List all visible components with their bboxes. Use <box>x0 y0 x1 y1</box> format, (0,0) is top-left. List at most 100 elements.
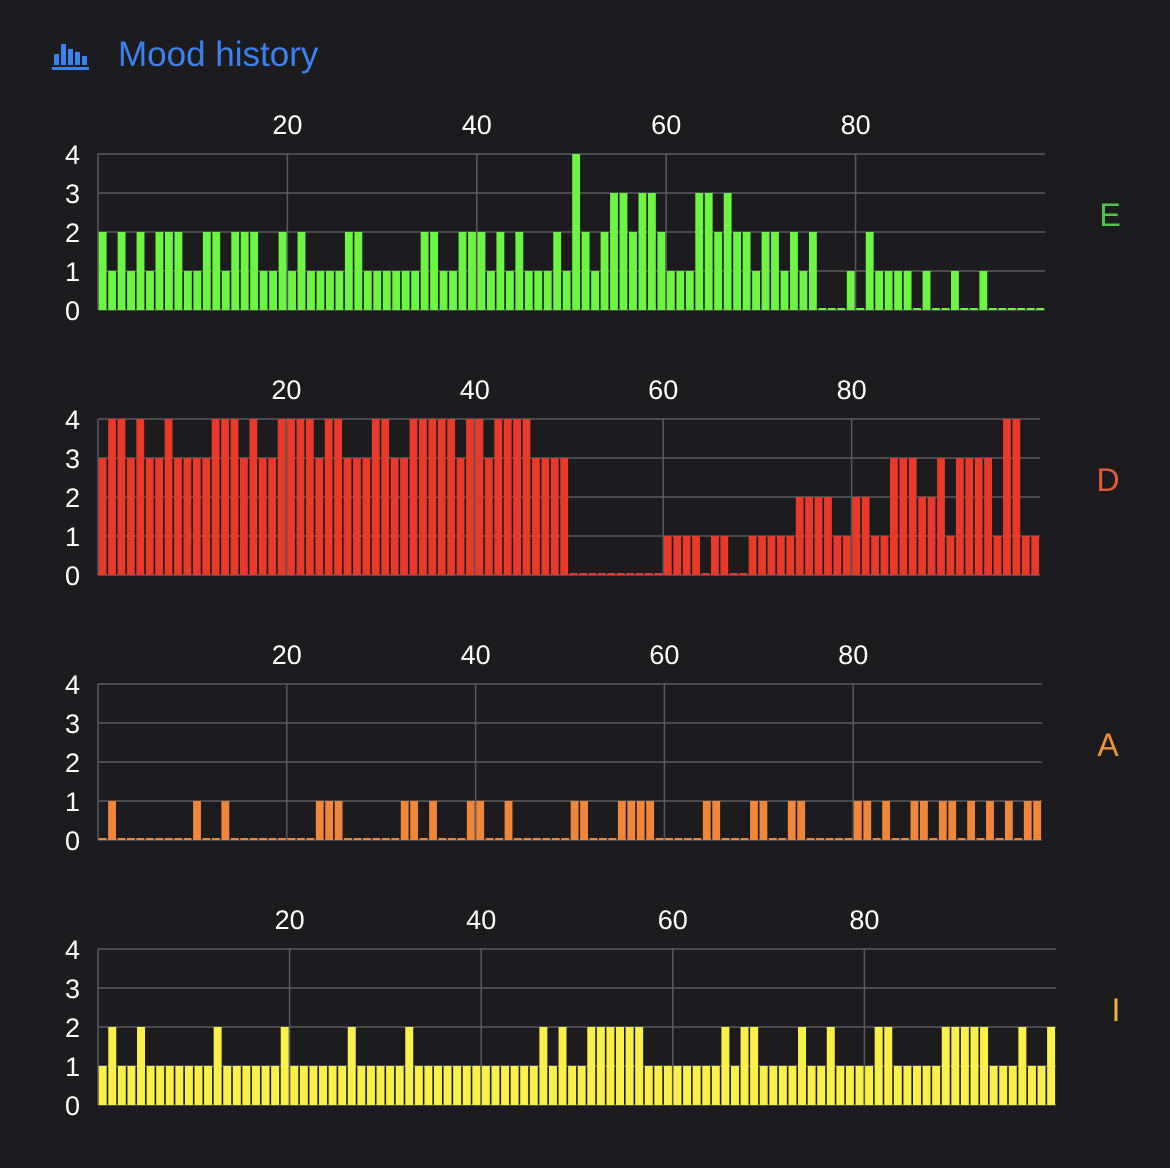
bar <box>588 573 597 575</box>
y-tick-label: 3 <box>65 444 80 474</box>
bar <box>955 458 964 575</box>
bar <box>418 419 427 575</box>
bar <box>297 232 306 310</box>
bar <box>344 838 352 840</box>
bar <box>296 838 305 840</box>
bar <box>221 271 230 310</box>
x-tick-label: 60 <box>651 110 681 140</box>
bar <box>899 458 908 575</box>
bar <box>1007 308 1016 310</box>
bar <box>230 838 239 840</box>
y-tick-label: 0 <box>65 296 80 326</box>
bar <box>993 536 1002 575</box>
bar <box>202 838 211 840</box>
bar <box>721 838 730 840</box>
bar <box>259 838 268 840</box>
bar <box>645 573 653 575</box>
bar <box>249 419 258 575</box>
bar <box>287 419 295 575</box>
y-tick-label: 0 <box>65 561 80 591</box>
bar <box>501 1066 510 1105</box>
bar <box>1008 1066 1017 1105</box>
bar <box>429 801 437 840</box>
bar <box>702 1066 711 1105</box>
bar <box>995 838 1004 840</box>
bar <box>108 801 116 840</box>
bar <box>711 1066 720 1105</box>
bar <box>213 1027 222 1105</box>
bar <box>577 1066 586 1105</box>
bar <box>146 271 154 310</box>
bar <box>733 232 742 310</box>
bar <box>335 271 344 310</box>
bar <box>827 308 836 310</box>
bar <box>693 838 702 840</box>
bar <box>382 271 391 310</box>
bar <box>569 573 578 575</box>
bar <box>1023 801 1032 840</box>
bar <box>570 801 579 840</box>
bar <box>816 838 824 840</box>
bar <box>456 458 465 575</box>
bar <box>625 1027 634 1105</box>
bar <box>922 271 931 310</box>
bar <box>871 536 879 575</box>
x-tick-label: 40 <box>460 375 490 405</box>
y-tick-label: 3 <box>65 974 80 1004</box>
bar <box>475 419 484 575</box>
bar <box>430 232 439 310</box>
bar <box>390 458 399 575</box>
y-tick-label: 2 <box>65 218 80 248</box>
bar <box>1031 536 1040 575</box>
y-tick-label: 1 <box>65 257 80 287</box>
bar <box>175 1066 184 1105</box>
bar <box>174 232 183 310</box>
x-tick-label: 60 <box>658 905 688 935</box>
bar <box>882 801 891 840</box>
x-tick-label: 60 <box>648 375 678 405</box>
bar <box>833 536 842 575</box>
bar <box>976 838 985 840</box>
bar <box>324 419 333 575</box>
bar <box>515 232 524 310</box>
y-tick-label: 0 <box>65 1091 80 1121</box>
bar <box>376 1066 385 1105</box>
bar <box>1037 1066 1046 1105</box>
bar <box>183 458 192 575</box>
bar <box>1012 419 1021 575</box>
bar <box>951 271 959 310</box>
bar <box>740 838 749 840</box>
bar <box>807 1066 816 1105</box>
bar <box>268 458 277 575</box>
bar <box>654 573 663 575</box>
bar <box>685 271 694 310</box>
bar <box>1047 1027 1056 1105</box>
bar <box>913 308 921 310</box>
bar <box>872 838 881 840</box>
bar <box>392 271 401 310</box>
bar <box>240 838 249 840</box>
bar <box>780 271 789 310</box>
bar <box>967 801 976 840</box>
bar <box>1018 1027 1027 1105</box>
bar <box>221 801 230 840</box>
bar <box>400 458 408 575</box>
bar <box>974 458 983 575</box>
bar <box>485 838 494 840</box>
bar <box>938 801 947 840</box>
x-tick-label: 80 <box>849 905 879 935</box>
card-header: Mood history <box>52 30 318 80</box>
bar <box>692 536 700 575</box>
bar <box>1026 308 1035 310</box>
bar <box>439 271 448 310</box>
bar <box>768 838 777 840</box>
bar <box>419 838 428 840</box>
bar <box>986 801 994 840</box>
bar <box>607 573 616 575</box>
bar <box>520 1066 529 1105</box>
bar <box>655 838 664 840</box>
bar <box>846 271 855 310</box>
bar <box>638 193 647 310</box>
bar <box>278 232 287 310</box>
x-tick-label: 40 <box>461 640 491 670</box>
